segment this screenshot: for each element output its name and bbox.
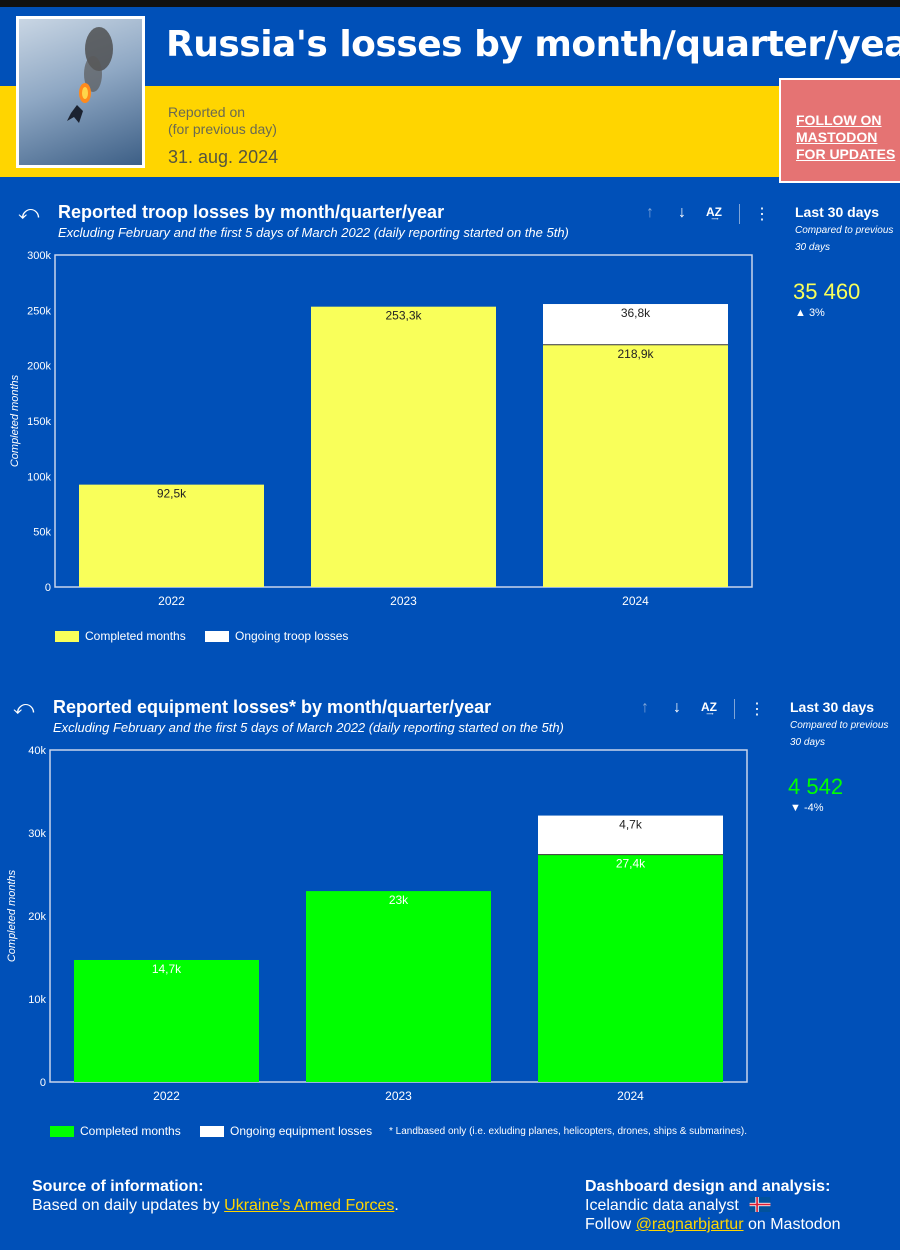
bar-completed <box>311 306 496 587</box>
data-label: 218,9k <box>617 347 654 361</box>
data-label: 23k <box>389 893 409 907</box>
troop-losses-chart: 0 50k 100k 150k 200k 250k 300k Completed months… <box>9 250 753 608</box>
legend-label: Completed months <box>80 1124 181 1138</box>
troop-chart-subtitle: Excluding February and the first 5 days … <box>58 225 569 240</box>
x-tick-label: 2022 <box>158 594 185 608</box>
sort-icon[interactable]: A͢Z <box>706 205 722 219</box>
data-label: 36,8k <box>621 306 651 320</box>
reported-line-1: Reported on <box>168 104 246 120</box>
follow-suffix: on Mastodon <box>747 1216 841 1233</box>
header-photo <box>16 16 145 168</box>
drill-up-icon[interactable]: ↑ <box>641 699 649 716</box>
legend-label: Ongoing troop losses <box>235 629 349 643</box>
source-heading: Source of information: <box>32 1178 204 1195</box>
page-title: Russia's losses by month/quarter/year <box>166 24 900 65</box>
reset-icon[interactable]: ⤺ <box>18 202 40 224</box>
design-text: Icelandic data analyst <box>585 1197 771 1215</box>
follow-text: Follow @ragnarbjartur on Mastodon <box>585 1216 841 1234</box>
equipment-losses-chart: 0 10k 20k 30k 40k Completed months 14,7k 2022 23… <box>6 745 748 1103</box>
source-end: . <box>394 1197 399 1214</box>
mastodon-handle-link[interactable]: @ragnarbjartur <box>635 1216 744 1233</box>
reported-on-label: Reported on (for previous day) <box>168 104 277 138</box>
drill-up-icon[interactable]: ↑ <box>646 204 654 221</box>
follow-prefix: Follow <box>585 1216 632 1233</box>
y-axis-label: Completed months <box>6 869 18 962</box>
equipment-chart-subtitle: Excluding February and the first 5 days … <box>53 720 564 735</box>
bar-completed <box>74 959 259 1082</box>
x-tick-label: 2024 <box>617 1089 644 1103</box>
data-label: 27,4k <box>616 857 646 871</box>
bar-completed <box>538 854 723 1082</box>
toolbar-divider <box>739 204 740 224</box>
x-tick-label: 2023 <box>385 1089 412 1103</box>
report-date: 31. aug. 2024 <box>168 147 279 167</box>
bar-completed <box>306 891 491 1082</box>
troop-kpi-subtitle: Compared to previous 30 days <box>795 225 894 253</box>
y-tick-label: 30k <box>28 828 46 840</box>
legend-swatch <box>55 630 79 642</box>
y-tick-label: 50k <box>33 527 51 539</box>
equipment-kpi-value: 4 542 <box>788 774 844 799</box>
header-yellow-band <box>0 86 900 177</box>
equipment-kpi-title: Last 30 days <box>790 699 875 715</box>
data-label: 14,7k <box>152 962 182 976</box>
sort-icon[interactable]: A͢Z <box>701 700 717 714</box>
troop-kpi-delta: ▲ 3% <box>795 307 825 319</box>
equipment-chart-title: Reported equipment losses* by month/quar… <box>53 697 492 717</box>
designer-label: Icelandic data analyst <box>585 1197 739 1214</box>
data-label: 4,7k <box>619 818 643 832</box>
y-tick-label: 250k <box>27 305 51 317</box>
follow-mastodon-button[interactable]: FOLLOW ON MASTODON FOR UPDATES <box>779 78 900 183</box>
toolbar-divider <box>734 699 735 719</box>
troop-legend-ongoing[interactable]: Ongoing troop losses <box>205 629 348 643</box>
more-options-icon[interactable]: ⋮ <box>754 206 770 223</box>
data-label: 253,3k <box>385 309 422 323</box>
design-heading: Dashboard design and analysis: <box>585 1178 831 1195</box>
equipment-legend-completed[interactable]: Completed months <box>50 1124 181 1138</box>
more-options-icon[interactable]: ⋮ <box>749 701 765 718</box>
troop-legend-completed[interactable]: Completed months <box>55 629 186 643</box>
y-tick-label: 150k <box>27 416 51 428</box>
drill-down-icon[interactable]: ↓ <box>673 699 681 716</box>
source-prefix: Based on daily updates by <box>32 1197 220 1214</box>
x-tick-label: 2023 <box>390 594 417 608</box>
bar-completed <box>79 484 264 587</box>
legend-swatch <box>200 1125 224 1137</box>
data-label: 92,5k <box>157 487 187 501</box>
troop-kpi-title: Last 30 days <box>795 204 880 220</box>
equipment-kpi-delta: ▼ -4% <box>790 802 824 814</box>
bar-completed <box>543 344 728 587</box>
x-tick-label: 2024 <box>622 594 649 608</box>
top-bar <box>0 0 900 7</box>
source-link[interactable]: Ukraine's Armed Forces <box>224 1197 395 1214</box>
equipment-kpi-subtitle: Compared to previous 30 days <box>790 720 889 748</box>
legend-label: Ongoing equipment losses <box>230 1124 373 1138</box>
iceland-flag-icon <box>749 1197 771 1212</box>
legend-swatch <box>205 630 229 642</box>
troop-chart-title: Reported troop losses by month/quarter/y… <box>58 202 445 222</box>
source-text: Based on daily updates by Ukraine's Arme… <box>32 1197 399 1215</box>
y-tick-label: 20k <box>28 911 46 923</box>
y-tick-label: 40k <box>28 745 46 757</box>
legend-swatch <box>50 1125 74 1137</box>
troop-kpi-value: 35 460 <box>793 279 861 304</box>
reset-icon[interactable]: ⤺ <box>13 697 35 719</box>
header-blue-band <box>0 7 900 86</box>
equipment-legend-ongoing[interactable]: Ongoing equipment losses <box>200 1124 372 1138</box>
y-tick-label: 300k <box>27 250 51 262</box>
bar-ongoing <box>543 304 728 345</box>
x-tick-label: 2022 <box>153 1089 180 1103</box>
legend-label: Completed months <box>85 629 186 643</box>
y-tick-label: 0 <box>40 1077 46 1089</box>
equipment-footnote: * Landbased only (i.e. exluding planes, … <box>389 1126 747 1137</box>
y-tick-label: 0 <box>45 582 51 594</box>
drill-down-icon[interactable]: ↓ <box>678 204 686 221</box>
y-tick-label: 100k <box>27 471 51 483</box>
bar-ongoing <box>538 815 723 855</box>
y-tick-label: 200k <box>27 361 51 373</box>
y-axis-label: Completed months <box>9 374 21 467</box>
reported-line-2: (for previous day) <box>168 121 277 137</box>
y-tick-label: 10k <box>28 994 46 1006</box>
